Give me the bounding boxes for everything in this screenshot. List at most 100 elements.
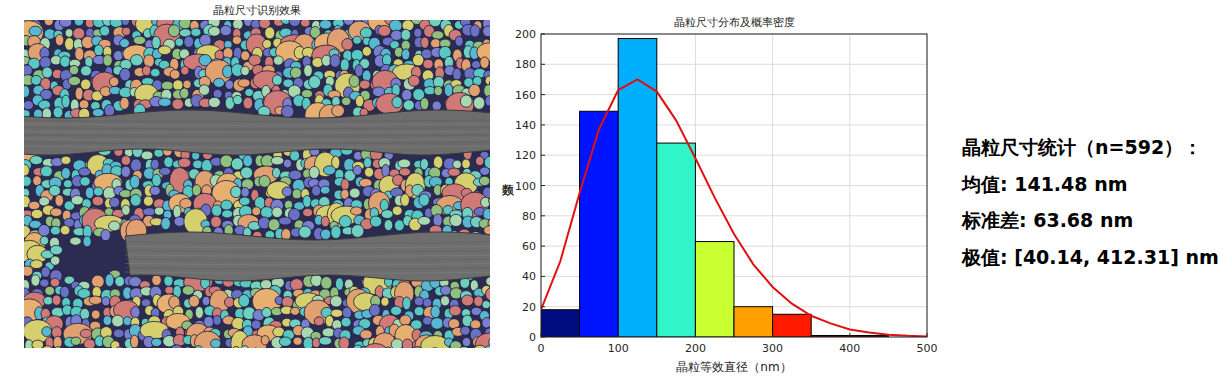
grain <box>453 68 462 80</box>
grain <box>112 315 124 327</box>
y-tick <box>541 306 545 307</box>
grain <box>355 95 363 107</box>
grain <box>70 237 81 245</box>
grain <box>349 75 359 87</box>
grain <box>292 189 302 199</box>
grain <box>91 275 104 288</box>
grain <box>24 266 33 276</box>
grain <box>341 179 349 191</box>
grain <box>168 25 179 37</box>
grain <box>231 186 242 197</box>
grain <box>178 158 191 167</box>
grain <box>175 38 183 46</box>
grain <box>303 195 312 207</box>
grain <box>214 78 225 87</box>
grain <box>212 205 222 217</box>
grain <box>458 346 470 348</box>
grain <box>311 274 323 286</box>
grain <box>29 26 42 36</box>
grain <box>55 34 64 45</box>
grain <box>449 306 461 316</box>
grain <box>462 159 471 169</box>
grain <box>376 93 404 114</box>
grain <box>469 84 481 96</box>
grain <box>403 100 414 111</box>
grain <box>222 210 233 218</box>
grain <box>279 337 291 346</box>
grain <box>450 214 463 226</box>
grain <box>45 286 55 295</box>
grain <box>71 337 81 345</box>
grain <box>309 76 321 89</box>
x-tick <box>772 333 773 337</box>
grain <box>50 208 62 217</box>
y-tick <box>541 185 545 186</box>
grain <box>159 167 170 175</box>
y-tick-label: 120 <box>515 149 536 162</box>
grain <box>224 297 234 307</box>
hist-bar <box>541 310 580 337</box>
grain <box>41 346 52 348</box>
grain <box>143 208 156 216</box>
grain <box>362 46 371 56</box>
grain <box>261 336 269 345</box>
grain <box>62 347 71 348</box>
grain <box>432 101 441 111</box>
grain <box>262 307 272 317</box>
hist-bar <box>695 242 734 337</box>
grain <box>103 55 112 67</box>
grain <box>154 207 164 215</box>
grain <box>381 297 389 306</box>
grain <box>309 166 319 178</box>
grain <box>65 38 74 51</box>
grain <box>321 216 329 227</box>
grain <box>392 206 402 215</box>
grain <box>152 174 161 186</box>
y-tick-label: 0 <box>529 331 536 344</box>
y-tick-label: 20 <box>522 301 536 314</box>
grain <box>73 28 85 40</box>
x-tick <box>618 333 619 337</box>
grain <box>238 79 250 87</box>
grain <box>272 75 282 85</box>
grain <box>179 29 191 37</box>
grain <box>80 177 90 187</box>
grain <box>283 159 291 168</box>
stats-line: 标准差: 63.68 nm <box>961 209 1133 231</box>
y-tick <box>541 124 545 125</box>
grain <box>359 80 370 89</box>
grain <box>330 54 340 67</box>
grain <box>161 81 173 90</box>
grain <box>202 296 210 305</box>
grain <box>240 346 250 348</box>
grain <box>131 159 142 172</box>
fiber-texture <box>125 259 490 261</box>
density-curve <box>541 79 927 336</box>
grain <box>208 26 220 36</box>
grain <box>243 97 253 109</box>
grain <box>102 297 110 306</box>
grain <box>173 205 181 218</box>
grain <box>471 61 480 69</box>
x-tick-label: 100 <box>608 342 629 355</box>
grain <box>320 186 330 194</box>
grid-line <box>541 94 927 95</box>
grain <box>75 47 84 60</box>
grain <box>79 168 91 176</box>
grain <box>414 307 424 316</box>
grain <box>53 107 63 118</box>
grain <box>418 216 431 225</box>
grain <box>130 194 141 206</box>
x-tick <box>927 333 928 337</box>
grain <box>81 348 91 349</box>
grain <box>131 306 140 318</box>
grain <box>303 208 313 216</box>
grain <box>484 226 490 235</box>
grain <box>349 188 360 198</box>
grain <box>171 345 183 348</box>
grain <box>109 197 119 207</box>
hist-bar <box>734 307 773 337</box>
grain <box>130 335 138 348</box>
grain <box>74 20 84 26</box>
grain <box>431 39 441 48</box>
